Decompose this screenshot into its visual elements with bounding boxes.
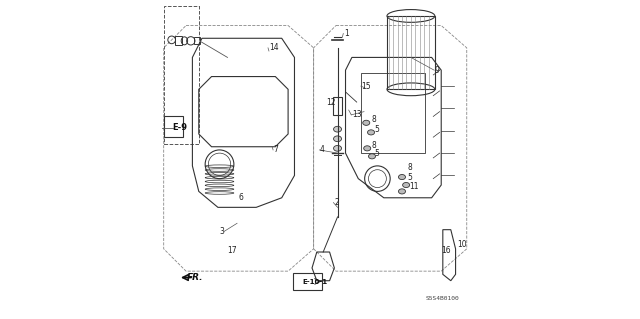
Text: 1: 1 [344, 29, 349, 38]
Text: 11: 11 [410, 182, 419, 191]
Text: 15: 15 [362, 82, 371, 91]
Text: S5S4B0100: S5S4B0100 [425, 296, 459, 301]
Ellipse shape [367, 130, 374, 135]
Text: 3: 3 [220, 227, 225, 236]
Ellipse shape [364, 146, 371, 151]
Text: 5: 5 [374, 125, 379, 134]
Text: 16: 16 [441, 246, 451, 255]
Text: 2: 2 [334, 198, 339, 207]
Text: 13: 13 [352, 110, 362, 119]
Text: E-9: E-9 [173, 123, 188, 132]
Ellipse shape [333, 126, 342, 132]
Bar [175, 36, 182, 45]
Ellipse shape [399, 189, 406, 194]
Ellipse shape [363, 120, 370, 125]
Text: 5: 5 [374, 149, 379, 158]
Text: 12: 12 [326, 98, 336, 107]
Bar [333, 97, 342, 115]
Text: E-10-1: E-10-1 [303, 279, 328, 285]
Bar [164, 6, 199, 144]
Text: FR.: FR. [187, 273, 203, 282]
Text: 4: 4 [320, 145, 325, 154]
Bar [293, 273, 321, 290]
Bar [362, 73, 425, 153]
Ellipse shape [369, 154, 376, 159]
Bar [195, 37, 200, 44]
Text: 8: 8 [371, 141, 376, 150]
Text: 9: 9 [435, 66, 440, 75]
Text: 7: 7 [274, 145, 278, 154]
Ellipse shape [333, 145, 342, 151]
Text: 17: 17 [227, 246, 237, 255]
Bar [164, 116, 183, 137]
Ellipse shape [333, 136, 342, 142]
Ellipse shape [403, 182, 410, 188]
Text: 8: 8 [408, 163, 412, 172]
Text: 14: 14 [269, 43, 278, 52]
Text: 6: 6 [239, 193, 244, 202]
Text: 10: 10 [457, 240, 467, 249]
Text: 8: 8 [371, 115, 376, 124]
Ellipse shape [399, 174, 406, 180]
Text: 5: 5 [408, 173, 413, 182]
Bar [387, 16, 435, 89]
